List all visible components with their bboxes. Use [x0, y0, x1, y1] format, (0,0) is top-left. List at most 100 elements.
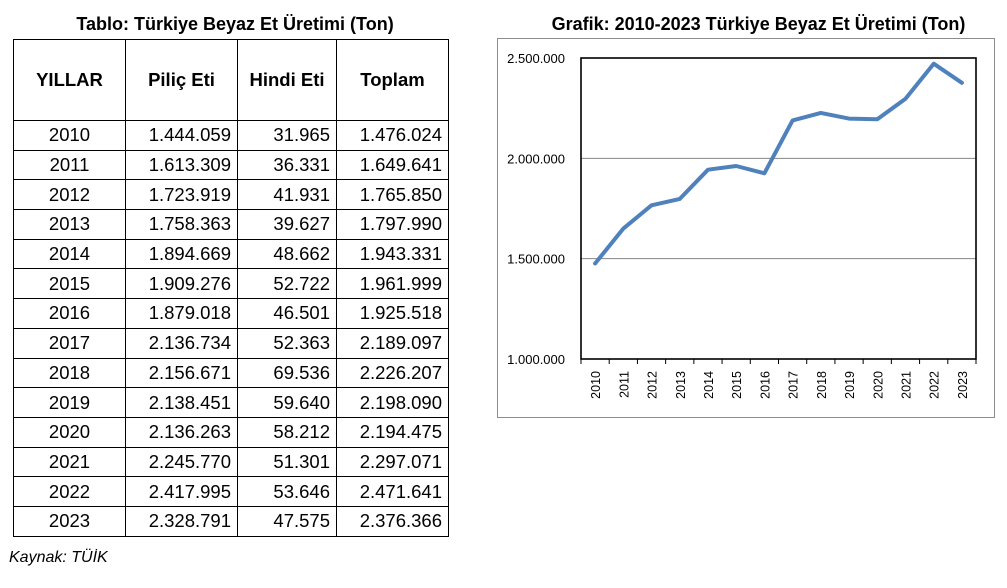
cell-turkey: 58.212: [237, 416, 337, 448]
x-tick-label: 2015: [730, 371, 744, 399]
plot-area: [580, 57, 977, 360]
x-tick-label: 2020: [871, 371, 885, 399]
cell-chicken: 2.328.791: [125, 505, 238, 537]
data-point: [960, 81, 964, 85]
x-tick-label: 2022: [928, 371, 942, 399]
cell-chicken: 2.136.734: [125, 327, 238, 359]
cell-year: 2023: [13, 505, 126, 537]
chart-title: Grafik: 2010-2023 Türkiye Beyaz Et Üreti…: [551, 14, 966, 34]
cell-turkey: 59.640: [237, 387, 337, 418]
table-row: 2016 1.879.018 46.501 1.925.518: [13, 298, 449, 329]
cell-year: 2018: [13, 357, 126, 389]
y-tick-label: 1.500.000: [507, 252, 565, 267]
cell-chicken: 1.444.059: [125, 120, 238, 151]
x-tick-label: 2017: [787, 371, 801, 399]
x-tick-label: 2012: [646, 371, 660, 399]
data-point: [678, 197, 682, 201]
table-body: 2010 1.444.059 31.965 1.476.024 2011 1.613.30…: [13, 120, 449, 537]
cell-turkey: 47.575: [237, 505, 337, 537]
header-years: YILLAR: [13, 39, 126, 121]
cell-year: 2013: [13, 209, 126, 240]
table-header-row: YILLAR Piliç Eti Hindi Eti Toplam: [13, 39, 449, 121]
y-tick-label: 1.000.000: [507, 352, 565, 367]
table-row: 2010 1.444.059 31.965 1.476.024: [13, 120, 449, 151]
cell-turkey: 51.301: [237, 446, 337, 478]
x-tick-label: 2018: [815, 371, 829, 399]
header-chicken: Piliç Eti: [125, 39, 238, 121]
cell-total: 1.797.990: [336, 209, 449, 240]
cell-chicken: 1.879.018: [125, 298, 238, 329]
table-row: 2021 2.245.770 51.301 2.297.071: [13, 446, 449, 478]
cell-year: 2022: [13, 476, 126, 507]
x-tick-label: 2023: [956, 371, 970, 399]
data-point: [819, 111, 823, 115]
cell-year: 2012: [13, 179, 126, 211]
table-row: 2018 2.156.671 69.536 2.226.207: [13, 357, 449, 389]
table-row: 2017 2.136.734 52.363 2.189.097: [13, 327, 449, 359]
data-point: [593, 261, 597, 265]
data-point: [791, 118, 795, 122]
cell-total: 2.471.641: [336, 476, 449, 507]
cell-total: 1.476.024: [336, 120, 449, 151]
table-row: 2014 1.894.669 48.662 1.943.331: [13, 238, 449, 270]
x-tick-label: 2019: [843, 371, 857, 399]
source-note: Kaynak: TÜİK: [9, 549, 108, 566]
table-row: 2019 2.138.451 59.640 2.198.090: [13, 387, 449, 418]
cell-chicken: 1.613.309: [125, 149, 238, 181]
table-row: 2011 1.613.309 36.331 1.649.641: [13, 149, 449, 181]
cell-total: 2.226.207: [336, 357, 449, 389]
cell-chicken: 1.894.669: [125, 238, 238, 270]
table-row: 2012 1.723.919 41.931 1.765.850: [13, 179, 449, 211]
table-row: 2023 2.328.791 47.575 2.376.366: [13, 505, 449, 537]
table-row: 2022 2.417.995 53.646 2.471.641: [13, 476, 449, 507]
data-point: [706, 168, 710, 172]
cell-turkey: 39.627: [237, 209, 337, 240]
data-point: [932, 62, 936, 66]
data-point: [903, 97, 907, 101]
data-point: [847, 117, 851, 121]
x-tick-label: 2011: [617, 371, 631, 398]
cell-total: 1.925.518: [336, 298, 449, 329]
y-tick-label: 2.500.000: [507, 51, 565, 66]
cell-chicken: 1.758.363: [125, 209, 238, 240]
cell-total: 2.189.097: [336, 327, 449, 359]
line-chart: 1.000.000 1.500.000 2.000.000 2.500.000 2010…: [507, 51, 977, 399]
x-tick-label: 2016: [758, 371, 772, 399]
x-tick-label: 2010: [589, 371, 603, 399]
cell-year: 2011: [13, 149, 126, 181]
cell-turkey: 46.501: [237, 298, 337, 329]
cell-chicken: 2.156.671: [125, 357, 238, 389]
header-total: Toplam: [336, 39, 449, 121]
table-row: 2013 1.758.363 39.627 1.797.990: [13, 209, 449, 240]
data-point: [875, 117, 879, 121]
cell-chicken: 2.245.770: [125, 446, 238, 478]
cell-turkey: 52.363: [237, 327, 337, 359]
cell-year: 2019: [13, 387, 126, 418]
cell-total: 1.961.999: [336, 268, 449, 300]
cell-year: 2017: [13, 327, 126, 359]
cell-total: 2.297.071: [336, 446, 449, 478]
cell-total: 2.198.090: [336, 387, 449, 418]
cell-chicken: 2.138.451: [125, 387, 238, 418]
cell-chicken: 1.909.276: [125, 268, 238, 300]
cell-total: 2.194.475: [336, 416, 449, 448]
cell-year: 2015: [13, 268, 126, 300]
x-tick-label: 2013: [674, 371, 688, 399]
cell-turkey: 48.662: [237, 238, 337, 270]
cell-total: 1.943.331: [336, 238, 449, 270]
table-row: 2015 1.909.276 52.722 1.961.999: [13, 268, 449, 300]
cell-year: 2010: [13, 120, 126, 151]
cell-turkey: 69.536: [237, 357, 337, 389]
cell-turkey: 41.931: [237, 179, 337, 211]
cell-chicken: 2.417.995: [125, 476, 238, 507]
cell-total: 1.649.641: [336, 149, 449, 181]
cell-chicken: 2.136.263: [125, 416, 238, 448]
series-line: [593, 61, 964, 266]
header-turkey: Hindi Eti: [237, 39, 337, 121]
cell-total: 2.376.366: [336, 505, 449, 537]
cell-year: 2016: [13, 298, 126, 329]
data-point: [621, 227, 625, 231]
cell-total: 1.765.850: [336, 179, 449, 211]
cell-turkey: 36.331: [237, 149, 337, 181]
data-point: [762, 171, 766, 175]
